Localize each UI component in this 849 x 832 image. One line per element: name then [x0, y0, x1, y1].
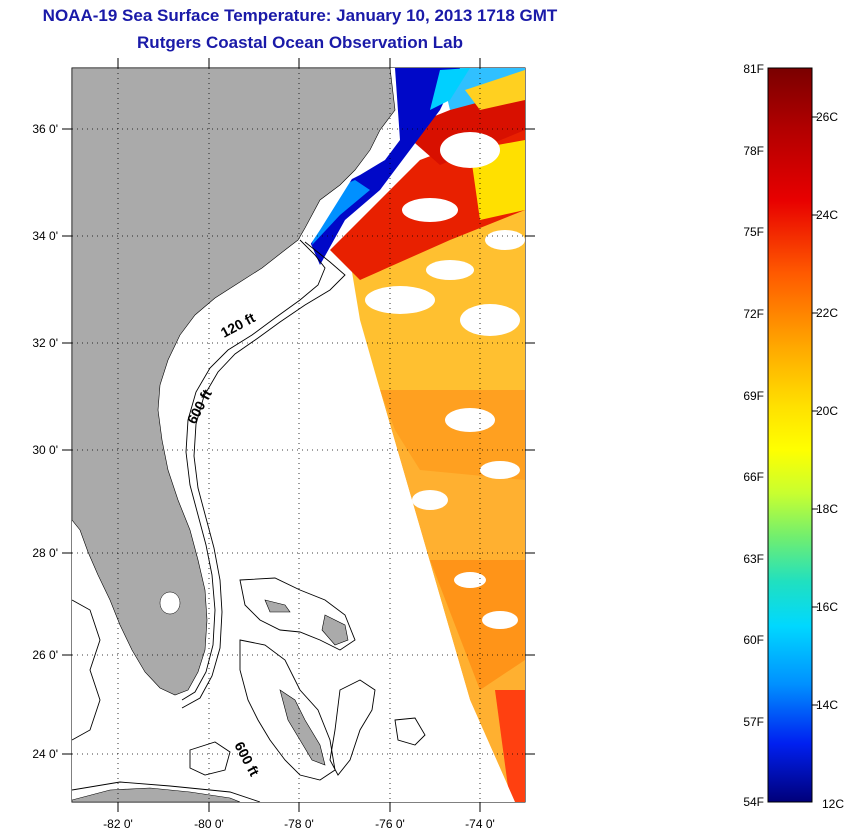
depth-contours — [72, 239, 426, 802]
colorbar-f-label: 75F — [743, 225, 764, 239]
colorbar-f-label: 69F — [743, 389, 764, 403]
lat-label: 24 0' — [32, 747, 58, 761]
colorbar-c-label: 16C — [816, 600, 838, 614]
colorbar-c-label: 26C — [816, 110, 838, 124]
colorbar-f-label: 72F — [743, 307, 764, 321]
colorbar-f-label: 78F — [743, 144, 764, 158]
lon-label: -74 0' — [465, 817, 495, 831]
colorbar-c-label: 12C — [822, 797, 844, 811]
lat-label: 32 0' — [32, 336, 58, 350]
colorbar-c-label: 18C — [816, 502, 838, 516]
land-bahamas — [264, 599, 349, 766]
lake-okeechobee — [159, 591, 181, 615]
colorbar-f-label: 81F — [743, 62, 764, 76]
colorbar-f-label: 57F — [743, 715, 764, 729]
lat-label: 28 0' — [32, 546, 58, 560]
lon-label: -76 0' — [375, 817, 405, 831]
land-cuba — [72, 787, 241, 802]
colorbar-c-label: 14C — [816, 698, 838, 712]
lon-label: -80 0' — [194, 817, 224, 831]
colorbar-c-label: 24C — [816, 208, 838, 222]
lat-label: 26 0' — [32, 648, 58, 662]
lat-label: 36 0' — [32, 122, 58, 136]
colorbar-c-label: 22C — [816, 306, 838, 320]
colorbar — [767, 67, 813, 803]
lon-label: -82 0' — [103, 817, 133, 831]
sst-swath — [305, 68, 525, 802]
colorbar-f-label: 66F — [743, 470, 764, 484]
lon-label: -78 0' — [284, 817, 314, 831]
colorbar-f-label: 60F — [743, 633, 764, 647]
colorbar-c-label: 20C — [816, 404, 838, 418]
graticule — [72, 68, 525, 802]
map-title: NOAA-19 Sea Surface Temperature: January… — [42, 6, 558, 25]
colorbar-f-label: 63F — [743, 552, 764, 566]
colorbar-f-label: 54F — [743, 795, 764, 809]
colorbar-ticks — [812, 116, 818, 706]
land-us-east-coast — [72, 68, 396, 696]
axis-ticks — [62, 58, 535, 812]
lat-label: 30 0' — [32, 443, 58, 457]
map-subtitle: Rutgers Coastal Ocean Observation Lab — [137, 33, 463, 52]
lat-label: 34 0' — [32, 229, 58, 243]
